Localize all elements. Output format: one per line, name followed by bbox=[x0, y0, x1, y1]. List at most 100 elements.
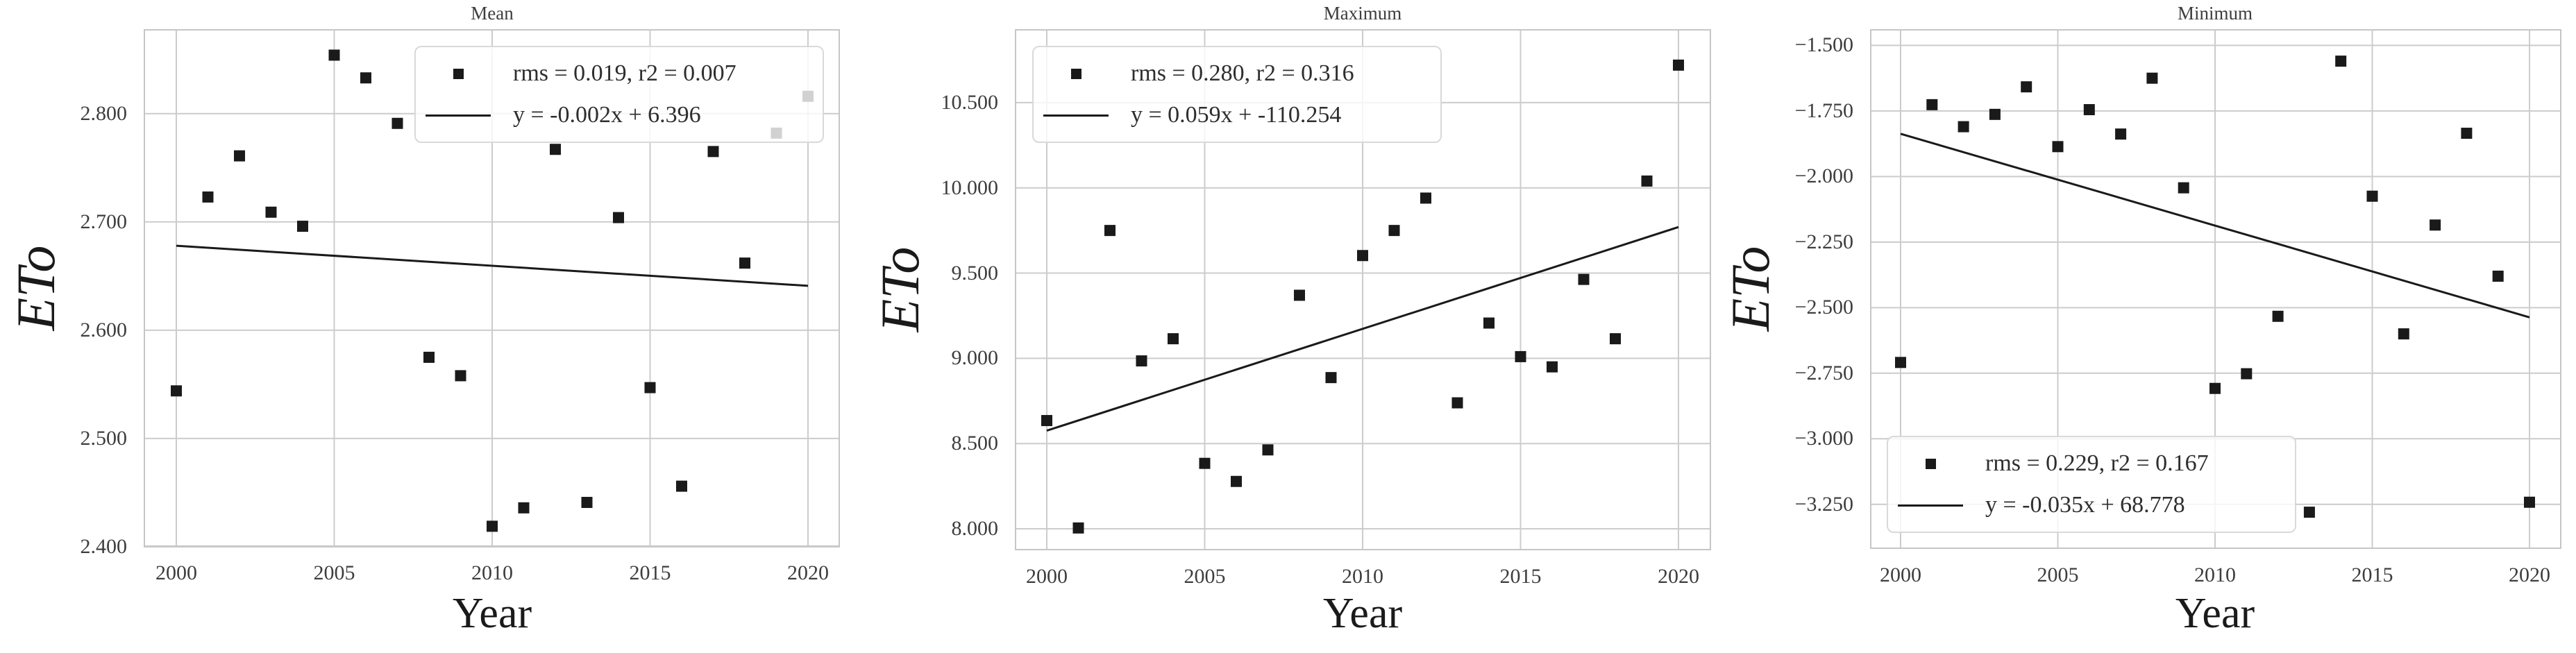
data-point bbox=[2021, 81, 2032, 93]
legend-mean: rms = 0.019, r2 = 0.007 y = -0.002x + 6.… bbox=[414, 46, 824, 143]
data-point bbox=[455, 370, 466, 382]
legend-equation-text: y = -0.002x + 6.396 bbox=[513, 102, 701, 128]
data-point bbox=[202, 191, 214, 203]
data-point bbox=[234, 150, 245, 162]
trend-line bbox=[1900, 133, 2530, 319]
chart-title-mean: Mean bbox=[471, 3, 514, 24]
data-point bbox=[1325, 372, 1337, 384]
data-point bbox=[2366, 190, 2378, 202]
y-tick-label: 2.400 bbox=[80, 535, 128, 558]
legend-point-marker-icon bbox=[1925, 458, 1936, 469]
y-tick-label: −2.750 bbox=[1794, 361, 1853, 384]
plot-area-mean bbox=[144, 29, 840, 548]
x-tick-label: 2000 bbox=[1880, 563, 1921, 586]
y-tick-label: 9.000 bbox=[951, 346, 999, 370]
data-point bbox=[676, 480, 687, 492]
y-tick-label: −2.250 bbox=[1794, 230, 1853, 253]
data-point bbox=[1641, 175, 1653, 187]
data-point bbox=[2430, 219, 2441, 231]
y-tick-label: −2.000 bbox=[1794, 164, 1853, 188]
data-point bbox=[1547, 361, 1558, 373]
x-axis-label-mean: Year bbox=[452, 590, 532, 637]
data-point bbox=[1673, 59, 1684, 71]
legend-equation-text: y = -0.035x + 68.778 bbox=[1985, 492, 2185, 518]
x-tick-label: 2015 bbox=[629, 561, 671, 584]
data-point bbox=[1483, 317, 1495, 329]
y-tick-label: 9.500 bbox=[951, 261, 999, 285]
x-tick-label: 2010 bbox=[2194, 563, 2236, 586]
legend-stats-text: rms = 0.229, r2 = 0.167 bbox=[1985, 450, 2209, 476]
data-point bbox=[171, 385, 182, 397]
data-point bbox=[2335, 56, 2347, 67]
y-tick-label: 2.800 bbox=[80, 101, 128, 125]
data-point bbox=[265, 206, 277, 218]
data-point bbox=[423, 351, 435, 363]
x-axis-label-minimum: Year bbox=[2175, 590, 2255, 637]
data-point bbox=[1357, 250, 1368, 262]
legend-row-stats: rms = 0.019, r2 = 0.007 bbox=[416, 53, 823, 94]
legend-line-sample-icon bbox=[426, 114, 491, 117]
data-point bbox=[1515, 350, 1526, 362]
legend-point-marker-icon bbox=[1070, 68, 1081, 79]
data-point bbox=[2241, 368, 2253, 380]
data-point bbox=[707, 146, 719, 158]
data-point bbox=[297, 221, 308, 232]
y-tick-label: −2.500 bbox=[1794, 296, 1853, 319]
x-axis-label-maximum: Year bbox=[1322, 590, 1403, 637]
data-point bbox=[2178, 182, 2189, 194]
y-tick-label: 10.000 bbox=[941, 176, 999, 199]
axes-spines bbox=[144, 29, 840, 547]
y-tick-label: 2.700 bbox=[80, 210, 128, 233]
data-point bbox=[1610, 333, 1621, 345]
data-point bbox=[2461, 128, 2473, 139]
legend-stats-text: rms = 0.280, r2 = 0.316 bbox=[1131, 60, 1354, 86]
x-tick-label: 2005 bbox=[2037, 563, 2079, 586]
data-point bbox=[1989, 108, 2001, 120]
y-tick-label: 8.000 bbox=[951, 517, 999, 541]
y-tick-label: −1.500 bbox=[1794, 33, 1853, 57]
x-tick-label: 2005 bbox=[1184, 565, 1226, 588]
y-tick-label: −3.000 bbox=[1794, 427, 1853, 450]
data-point bbox=[2209, 382, 2221, 394]
x-tick-label: 2020 bbox=[1658, 565, 1699, 588]
x-tick-label: 2010 bbox=[1342, 565, 1383, 588]
chart-title-maximum: Maximum bbox=[1323, 3, 1402, 24]
legend-row-stats: rms = 0.280, r2 = 0.316 bbox=[1034, 53, 1440, 94]
data-point bbox=[1104, 225, 1116, 237]
data-point bbox=[1041, 415, 1052, 427]
x-tick-label: 2020 bbox=[2509, 563, 2550, 586]
data-point bbox=[1168, 333, 1179, 345]
y-tick-label: −1.750 bbox=[1794, 99, 1853, 122]
legend-point-marker-icon bbox=[453, 68, 464, 79]
x-tick-label: 2000 bbox=[1026, 565, 1068, 588]
x-tick-label: 2015 bbox=[2351, 563, 2393, 586]
data-point bbox=[644, 382, 656, 393]
data-point bbox=[739, 257, 750, 269]
data-point bbox=[328, 49, 340, 61]
x-tick-label: 2020 bbox=[787, 561, 829, 584]
data-point bbox=[2052, 141, 2064, 153]
data-point bbox=[550, 144, 561, 155]
data-point bbox=[1199, 457, 1211, 469]
legend-equation-text: y = 0.059x + -110.254 bbox=[1131, 102, 1342, 128]
legend-row-stats: rms = 0.229, r2 = 0.167 bbox=[1888, 443, 2295, 484]
data-point bbox=[1231, 475, 1242, 487]
data-point bbox=[2272, 310, 2284, 322]
legend-row-equation: y = -0.002x + 6.396 bbox=[416, 94, 823, 136]
legend-maximum: rms = 0.280, r2 = 0.316 y = 0.059x + -11… bbox=[1032, 46, 1442, 143]
y-tick-label: 10.500 bbox=[941, 90, 999, 114]
axes-spines bbox=[1015, 29, 1711, 550]
legend-line-sample-icon bbox=[1898, 504, 1963, 507]
legend-stats-text: rms = 0.019, r2 = 0.007 bbox=[513, 60, 736, 86]
data-point bbox=[2398, 328, 2409, 340]
data-point bbox=[1958, 121, 1969, 133]
data-point bbox=[1420, 192, 1431, 204]
x-tick-label: 2015 bbox=[1499, 565, 1542, 588]
trend-line bbox=[1046, 226, 1679, 432]
data-point bbox=[360, 72, 371, 84]
legend-row-equation: y = 0.059x + -110.254 bbox=[1034, 94, 1440, 136]
y-tick-label: 8.500 bbox=[951, 432, 999, 455]
data-point bbox=[613, 212, 624, 223]
data-point bbox=[2524, 496, 2535, 508]
